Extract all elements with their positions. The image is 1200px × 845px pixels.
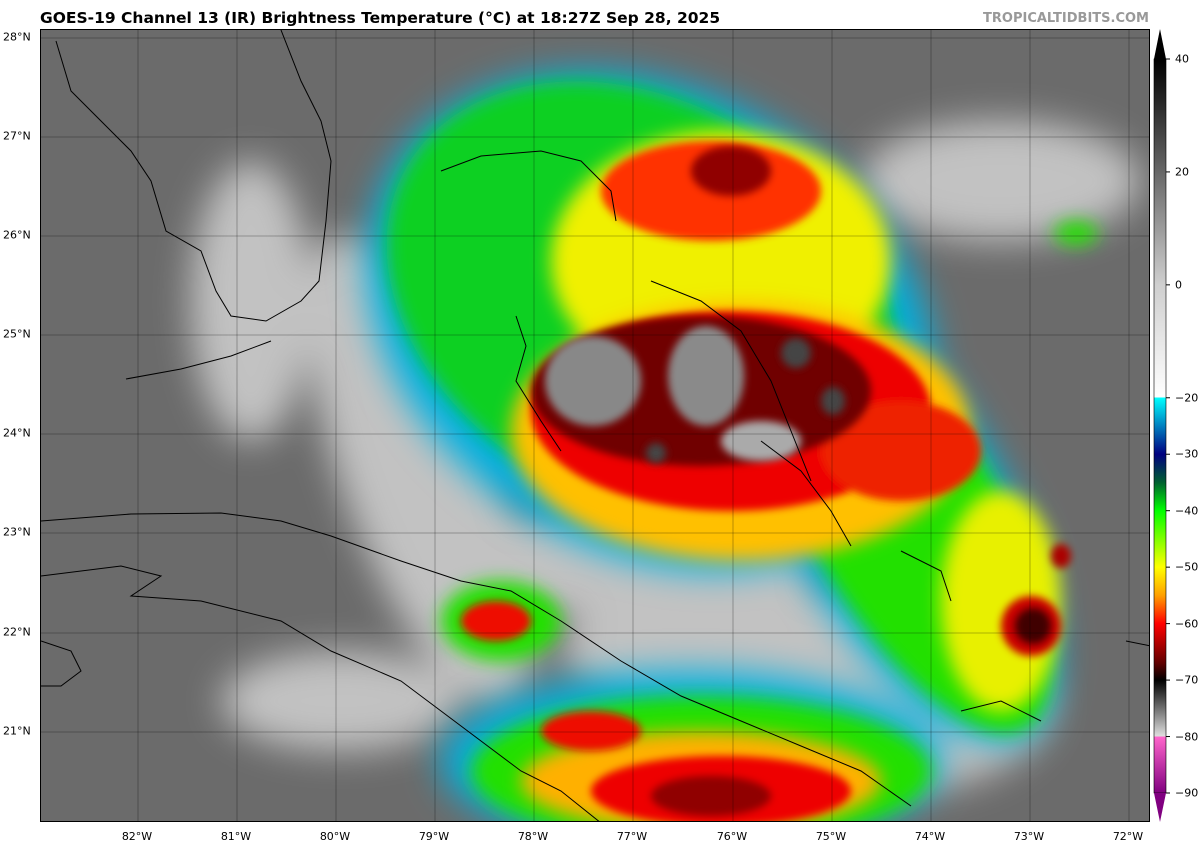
- lat-tick: 23°N: [3, 525, 31, 539]
- lat-tick: 22°N: [3, 625, 31, 639]
- colorbar-tick-label: 40: [1175, 52, 1189, 66]
- lat-tick: 25°N: [3, 327, 31, 341]
- credit-watermark: TROPICALTIDBITS.COM: [983, 11, 1149, 26]
- lat-tick: 26°N: [3, 228, 31, 242]
- lat-tick: 24°N: [3, 426, 31, 440]
- lon-tick: 76°W: [716, 830, 748, 843]
- lat-tick: 21°N: [3, 724, 31, 738]
- lon-tick: 80°W: [319, 830, 351, 843]
- lat-tick: 27°N: [3, 129, 31, 143]
- colorbar-tick-label: 0: [1175, 278, 1182, 292]
- colorbar-tick-label: 20: [1175, 165, 1189, 179]
- gridlines: [41, 30, 1149, 821]
- coastlines: [41, 30, 1149, 821]
- lon-tick: 74°W: [914, 830, 946, 843]
- lon-tick: 81°W: [220, 830, 252, 843]
- lon-tick: 78°W: [517, 830, 549, 843]
- lon-tick: 75°W: [815, 830, 847, 843]
- lon-tick: 72°W: [1112, 830, 1144, 843]
- colorbar: [1153, 29, 1170, 822]
- colorbar-max-extend: [1154, 29, 1166, 59]
- lon-tick: 77°W: [616, 830, 648, 843]
- ir-imagery: [41, 30, 1149, 821]
- lat-tick: 28°N: [3, 30, 31, 44]
- colorbar-tick-label: −20: [1175, 391, 1199, 405]
- colorbar-gradient: [1153, 58, 1167, 794]
- colorbar-tick-label: −50: [1175, 560, 1199, 574]
- colorbar-tick-label: −80: [1175, 730, 1199, 744]
- lon-tick: 79°W: [418, 830, 450, 843]
- colorbar-min-extend: [1154, 793, 1166, 822]
- lon-tick: 82°W: [121, 830, 153, 843]
- colorbar-tick-label: −90: [1175, 786, 1199, 800]
- chart-title: GOES-19 Channel 13 (IR) Brightness Tempe…: [40, 9, 721, 27]
- storm-cloud-shield: [366, 71, 1098, 821]
- colorbar-tick-label: −70: [1175, 673, 1199, 687]
- colorbar-tick-label: −30: [1175, 447, 1199, 461]
- satellite-map[interactable]: [40, 29, 1150, 822]
- colorbar-tick-label: −60: [1175, 617, 1199, 631]
- lon-tick: 73°W: [1013, 830, 1045, 843]
- colorbar-tick-label: −40: [1175, 504, 1199, 518]
